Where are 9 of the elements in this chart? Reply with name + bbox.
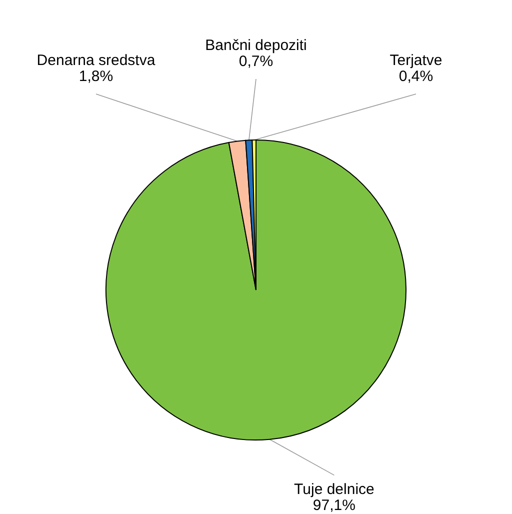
data-label: 0,7% — [238, 53, 274, 70]
slice-label: Bančni depoziti — [205, 37, 307, 54]
data-label: 1,8% — [78, 68, 114, 85]
data-label: 97,1% — [312, 497, 356, 514]
slice-label: Tuje delnice — [294, 481, 374, 498]
data-label: 0,4% — [398, 68, 434, 85]
pie-slice — [106, 140, 406, 440]
slice-label: Denarna sredstva — [36, 52, 156, 69]
slice-label: Terjatve — [390, 52, 442, 69]
